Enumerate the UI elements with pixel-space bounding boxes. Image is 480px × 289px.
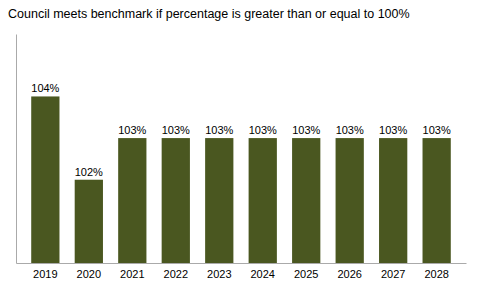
bar [292,138,320,263]
x-tick-label: 2021 [120,268,144,280]
x-tick-label: 2022 [164,268,188,280]
data-label: 103% [336,124,364,136]
bar [75,180,103,263]
x-tick-label: 2026 [337,268,361,280]
x-tick-label: 2020 [77,268,101,280]
y-axis [16,35,17,264]
y-axis-line [16,35,17,264]
plot: 104% 102% 103% 103% 103% 103% 103% 103% 103% 103%… [17,35,467,280]
bar [205,138,233,263]
x-tick: 2019 [33,263,57,280]
data-label: 103% [423,124,451,136]
x-tick-label: 2027 [381,268,405,280]
bar [249,138,277,263]
x-tick: 2021 [120,263,144,280]
x-tick: 2022 [164,263,188,280]
title: Council meets benchmark if percentage is… [8,7,410,21]
data-label: 102% [75,166,103,178]
data-label: 103% [205,124,233,136]
x-tick: 2027 [381,263,405,280]
x-tick-label: 2028 [424,268,448,280]
x-axis: 2019 2020 2021 2022 2023 2024 2025 2026 2027 2028 [17,263,467,280]
bar [379,138,407,263]
x-tick: 2024 [250,263,274,280]
x-tick-label: 2024 [250,268,274,280]
x-tick-label: 2019 [33,268,57,280]
x-tick: 2025 [294,263,318,280]
bar [118,138,146,263]
x-tick-label: 2025 [294,268,318,280]
data-labels: 104% 102% 103% 103% 103% 103% 103% 103% 103% 103% [31,82,451,177]
x-tick-label: 2023 [207,268,231,280]
bar [162,138,190,263]
data-label: 103% [292,124,320,136]
data-label: 103% [249,124,277,136]
data-label: 103% [379,124,407,136]
data-label: 103% [162,124,190,136]
x-tick: 2020 [77,263,101,280]
x-axis-line [17,263,467,264]
bar [336,138,364,263]
chart: Council meets benchmark if percentage is… [0,0,480,289]
x-tick: 2028 [424,263,448,280]
x-tick: 2026 [337,263,361,280]
bars [31,96,451,263]
data-label: 104% [31,82,59,94]
bar [423,138,451,263]
x-tick: 2023 [207,263,231,280]
bar [31,96,59,263]
data-label: 103% [118,124,146,136]
